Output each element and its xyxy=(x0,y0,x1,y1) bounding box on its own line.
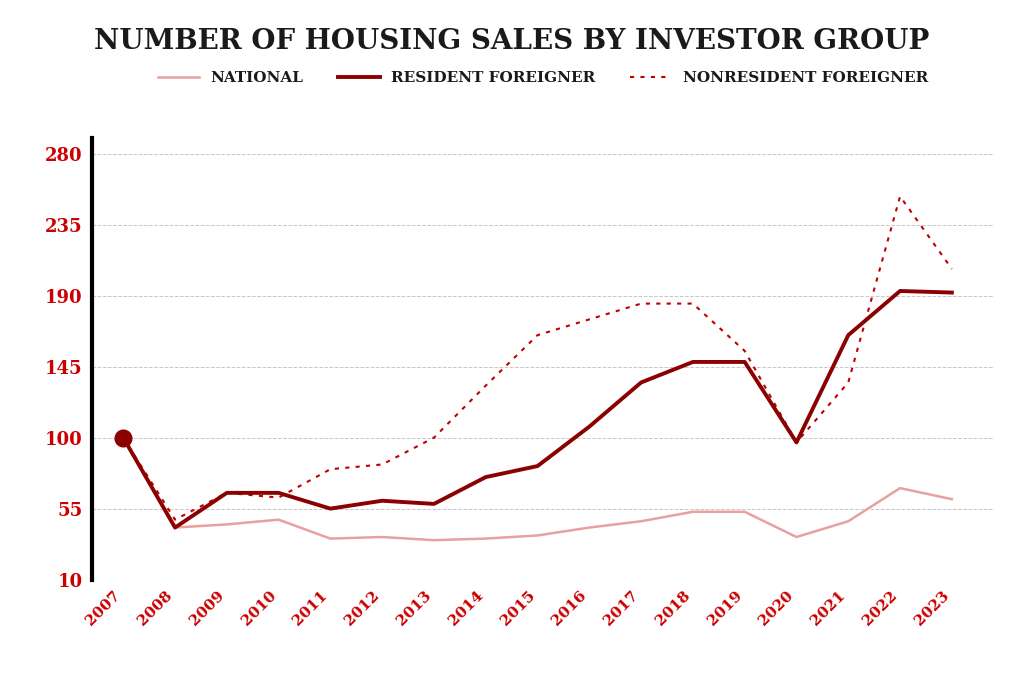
Text: NUMBER OF HOUSING SALES BY INVESTOR GROUP: NUMBER OF HOUSING SALES BY INVESTOR GROU… xyxy=(94,28,930,55)
Legend: NATIONAL, RESIDENT FOREIGNER, NONRESIDENT FOREIGNER: NATIONAL, RESIDENT FOREIGNER, NONRESIDEN… xyxy=(152,66,934,90)
